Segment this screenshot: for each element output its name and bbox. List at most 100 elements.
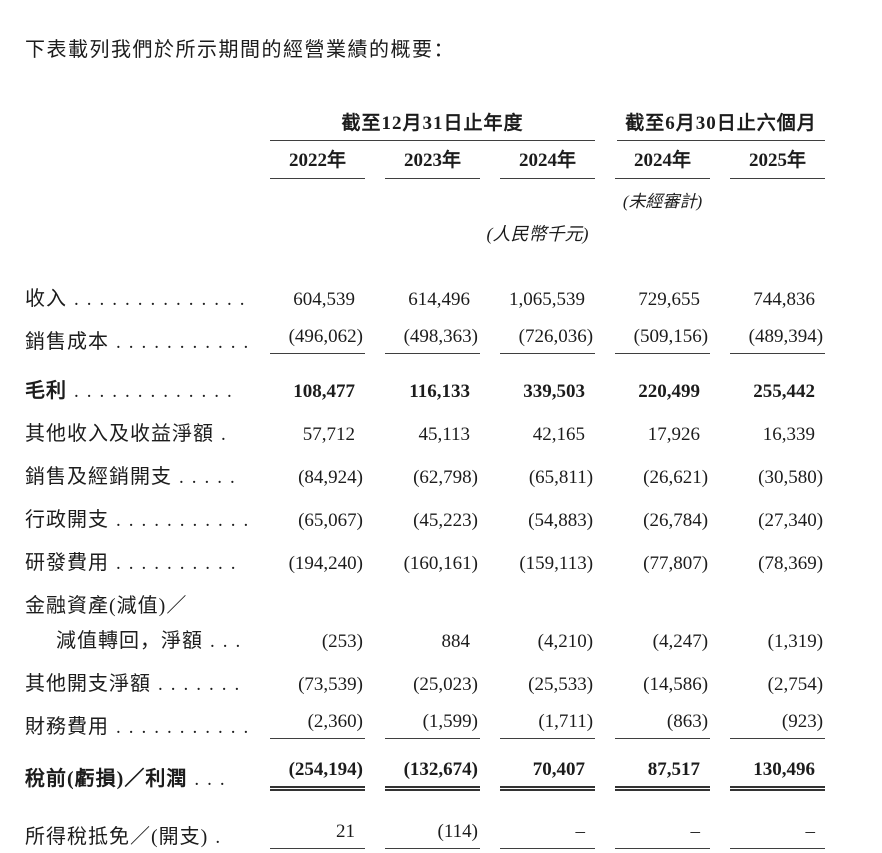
value-text: (4,210) bbox=[537, 631, 594, 652]
value-cell: 42,165 bbox=[480, 410, 595, 453]
value-cell-inner: 130,496 bbox=[730, 759, 826, 791]
year-column-header: 2023年 bbox=[365, 143, 480, 181]
value-cell-inner: (26,784) bbox=[615, 510, 710, 532]
value-cell: 604,539 bbox=[250, 248, 365, 318]
value-cell: – bbox=[480, 798, 596, 853]
value-cell: (54,883) bbox=[480, 496, 595, 539]
value-cell: (73,539) bbox=[250, 660, 365, 703]
group-header-annual-label: 截至12月31日止年度 bbox=[270, 108, 596, 141]
row-label-text: 銷售成本 bbox=[25, 331, 109, 353]
value-cell-inner: 729,655 bbox=[615, 289, 710, 311]
unaudited-note: (未經審計) bbox=[622, 192, 703, 211]
unaudited-note-row: (未經審計) bbox=[25, 181, 825, 214]
value-cell bbox=[595, 582, 710, 621]
value-cell-inner: (254,194) bbox=[270, 759, 365, 791]
currency-note: (人民幣千元) bbox=[486, 224, 589, 244]
value-cell-inner: (62,798) bbox=[385, 467, 480, 489]
value-text: 1,065,539 bbox=[509, 289, 586, 310]
value-cell: 744,836 bbox=[710, 248, 825, 318]
dot-leader: ..... bbox=[179, 467, 243, 488]
value-cell-inner: (65,811) bbox=[500, 467, 595, 489]
dot-leader: ........... bbox=[116, 510, 257, 531]
currency-note-row: (人民幣千元) bbox=[25, 214, 825, 248]
year-label: 2023年 bbox=[385, 145, 480, 179]
dot-leader: .......... bbox=[116, 553, 244, 574]
table-row: 行政開支........... (65,067) (45,223) (54,883) (… bbox=[25, 496, 825, 539]
row-label: 金融資產(減值)／ bbox=[25, 582, 250, 621]
value-text: (1,599) bbox=[422, 711, 478, 732]
value-text: (160,161) bbox=[403, 553, 478, 574]
value-cell: 16,339 bbox=[710, 410, 825, 453]
note-spacer bbox=[25, 214, 250, 248]
table-row: 減值轉回，淨額... (253) 884 (4,210) (4,247) (1,319) bbox=[25, 621, 825, 660]
value-cell-inner: (496,062) bbox=[270, 326, 365, 354]
value-cell-inner: (78,369) bbox=[730, 553, 825, 575]
group-header-annual: 截至12月31日止年度 bbox=[250, 106, 596, 143]
value-cell-inner: 614,496 bbox=[385, 289, 480, 311]
value-cell-inner: 116,133 bbox=[385, 381, 480, 403]
value-cell-inner: 220,499 bbox=[615, 381, 710, 403]
value-cell: (496,062) bbox=[250, 318, 365, 361]
value-cell: (25,023) bbox=[365, 660, 480, 703]
value-cell-inner: (509,156) bbox=[615, 326, 711, 354]
year-header-spacer bbox=[25, 143, 250, 181]
row-label: 毛利............. bbox=[25, 361, 250, 410]
dot-leader: .............. bbox=[74, 289, 253, 310]
value-cell: 220,499 bbox=[595, 361, 710, 410]
year-column-header: 2024年 bbox=[480, 143, 596, 181]
value-text: 339,503 bbox=[523, 381, 586, 402]
row-label-text: 行政開支 bbox=[25, 509, 109, 531]
value-cell-inner: 744,836 bbox=[730, 289, 825, 311]
table-row: 其他開支淨額....... (73,539) (25,023) (25,533) (14… bbox=[25, 660, 825, 703]
value-cell-inner: – bbox=[615, 821, 711, 849]
value-text: – bbox=[575, 821, 586, 842]
row-label: 財務費用........... bbox=[25, 703, 250, 746]
value-text: (253) bbox=[321, 631, 363, 652]
value-text: (863) bbox=[666, 711, 709, 732]
value-text: 220,499 bbox=[638, 381, 701, 402]
dot-leader: ............. bbox=[74, 381, 240, 402]
year-label: 2024年 bbox=[615, 145, 711, 179]
value-cell: (25,533) bbox=[480, 660, 595, 703]
value-cell: (498,363) bbox=[365, 318, 480, 361]
value-cell: (4,247) bbox=[595, 621, 710, 660]
note-spacer bbox=[710, 181, 825, 214]
row-label-text: 收入 bbox=[25, 288, 67, 310]
row-label: 所得稅抵免／(開支). bbox=[25, 798, 250, 853]
value-cell: 87,517 bbox=[595, 746, 711, 798]
row-label-text: 稅前(虧損)／利潤 bbox=[25, 768, 188, 790]
value-cell: 614,496 bbox=[365, 248, 480, 318]
row-label-text: 其他開支淨額 bbox=[25, 673, 151, 695]
value-cell-inner: (132,674) bbox=[385, 759, 480, 791]
value-text: (30,580) bbox=[758, 467, 824, 488]
value-cell-inner: (27,340) bbox=[730, 510, 825, 532]
year-label: 2025年 bbox=[730, 145, 826, 179]
row-label-text: 毛利 bbox=[25, 380, 67, 402]
value-cell: – bbox=[595, 798, 711, 853]
row-label-text: 研發費用 bbox=[25, 552, 109, 574]
table-row: 研發費用.......... (194,240) (160,161) (159,113… bbox=[25, 539, 825, 582]
value-text: 108,477 bbox=[293, 381, 355, 402]
row-label-text: 財務費用 bbox=[25, 716, 109, 738]
value-text: (254,194) bbox=[288, 759, 363, 780]
value-cell: (1,599) bbox=[365, 703, 480, 746]
value-cell-inner: 42,165 bbox=[500, 424, 595, 446]
value-cell: (77,807) bbox=[595, 539, 710, 582]
value-cell: (863) bbox=[595, 703, 711, 746]
value-text: 884 bbox=[441, 631, 471, 652]
value-cell: 57,712 bbox=[250, 410, 365, 453]
note-spacer bbox=[25, 181, 250, 214]
value-cell: (45,223) bbox=[365, 496, 480, 539]
value-text: 255,442 bbox=[753, 381, 816, 402]
group-header-interim-label: 截至6月30日止六個月 bbox=[617, 108, 826, 141]
value-cell: 70,407 bbox=[480, 746, 596, 798]
table-row: 收入.............. 604,539 614,496 1,065,539 7… bbox=[25, 248, 825, 318]
value-text: (84,924) bbox=[298, 467, 363, 488]
value-cell: (132,674) bbox=[365, 746, 480, 798]
row-label: 收入.............. bbox=[25, 248, 250, 318]
value-text: (498,363) bbox=[403, 326, 478, 347]
value-cell-inner: (2,754) bbox=[730, 674, 825, 696]
dot-leader: ........... bbox=[116, 717, 257, 738]
value-cell-inner: 108,477 bbox=[270, 381, 365, 403]
